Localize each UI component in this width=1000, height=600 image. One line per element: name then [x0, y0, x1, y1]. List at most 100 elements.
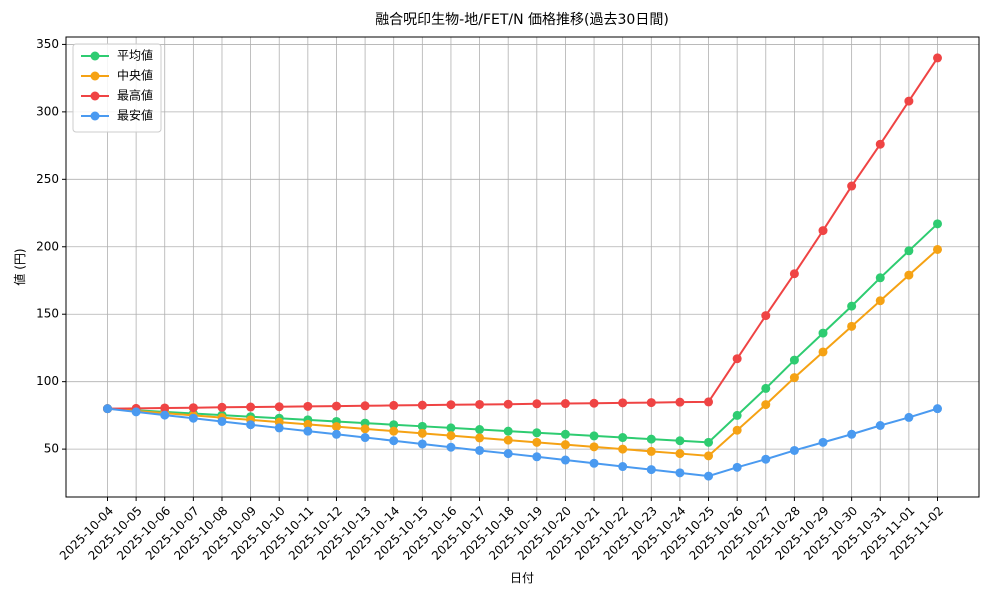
point [818, 347, 828, 357]
point [560, 440, 570, 450]
point [217, 416, 227, 426]
point [589, 431, 599, 441]
point [675, 468, 685, 478]
point [847, 181, 857, 191]
point [589, 398, 599, 408]
point [560, 455, 570, 465]
point [560, 399, 570, 409]
point [217, 402, 227, 412]
y-tick-label: 50 [44, 442, 59, 456]
point [618, 433, 628, 443]
point [675, 397, 685, 407]
point [732, 354, 742, 364]
point [618, 462, 628, 472]
point [246, 420, 256, 430]
point [789, 355, 799, 365]
point [646, 446, 656, 456]
point [303, 401, 313, 411]
plot-frame [65, 36, 980, 498]
series-line [107, 57, 939, 410]
point [475, 445, 485, 455]
point [732, 410, 742, 420]
point [789, 373, 799, 383]
point [417, 428, 427, 438]
y-axis-label: 値 (円) [12, 248, 27, 285]
point [475, 399, 485, 409]
point [389, 436, 399, 446]
y-tick-label: 100 [36, 374, 59, 388]
point [904, 270, 914, 280]
point [732, 462, 742, 472]
y-tick-label: 300 [36, 104, 59, 118]
point [360, 433, 370, 443]
point [789, 269, 799, 279]
point [704, 437, 714, 447]
point [761, 400, 771, 410]
point [503, 449, 513, 459]
legend-marker [90, 71, 100, 81]
point [303, 419, 313, 429]
point [188, 413, 198, 423]
point [618, 398, 628, 408]
point [847, 301, 857, 311]
point [818, 226, 828, 236]
point [646, 465, 656, 475]
point [904, 96, 914, 106]
point [331, 422, 341, 432]
point [331, 401, 341, 411]
point [532, 399, 542, 409]
point [646, 434, 656, 444]
point [933, 53, 942, 63]
point [933, 404, 942, 414]
x-axis-label: 日付 [510, 571, 534, 585]
point [761, 383, 771, 393]
point [847, 429, 857, 439]
point [188, 403, 198, 413]
legend-label: 最高値 [117, 88, 153, 103]
point [446, 442, 456, 452]
legend-label: 中央値 [117, 68, 153, 83]
point [904, 246, 914, 256]
point [331, 429, 341, 439]
point [875, 273, 885, 283]
point [589, 458, 599, 468]
point [818, 437, 828, 447]
point [789, 445, 799, 455]
point [274, 423, 284, 433]
point [732, 425, 742, 435]
point [475, 433, 485, 443]
point [675, 449, 685, 459]
legend-label: 平均値 [117, 48, 153, 63]
point [131, 407, 141, 417]
y-tick-label: 200 [36, 239, 59, 253]
point [875, 296, 885, 306]
point [675, 436, 685, 446]
legend-box [72, 43, 162, 133]
point [704, 397, 714, 407]
y-tick-label: 150 [36, 307, 59, 321]
point [446, 431, 456, 441]
point [560, 429, 570, 439]
point [360, 401, 370, 411]
point [160, 410, 170, 420]
point [646, 398, 656, 408]
legend-label: 最安値 [117, 108, 153, 123]
series-line [107, 407, 938, 478]
chart-title: 融合呪印生物-地/FET/N 価格推移(過去30日間) [375, 12, 669, 28]
point [360, 424, 370, 434]
point [274, 402, 284, 412]
legend-marker [90, 111, 100, 121]
point [532, 437, 542, 447]
point [904, 412, 914, 422]
point [417, 400, 427, 410]
series-line [107, 223, 939, 444]
point [160, 403, 170, 413]
point [875, 139, 885, 149]
point [618, 444, 628, 454]
point [503, 435, 513, 445]
point [417, 439, 427, 449]
point [475, 425, 485, 435]
point [389, 400, 399, 410]
point [389, 426, 399, 436]
